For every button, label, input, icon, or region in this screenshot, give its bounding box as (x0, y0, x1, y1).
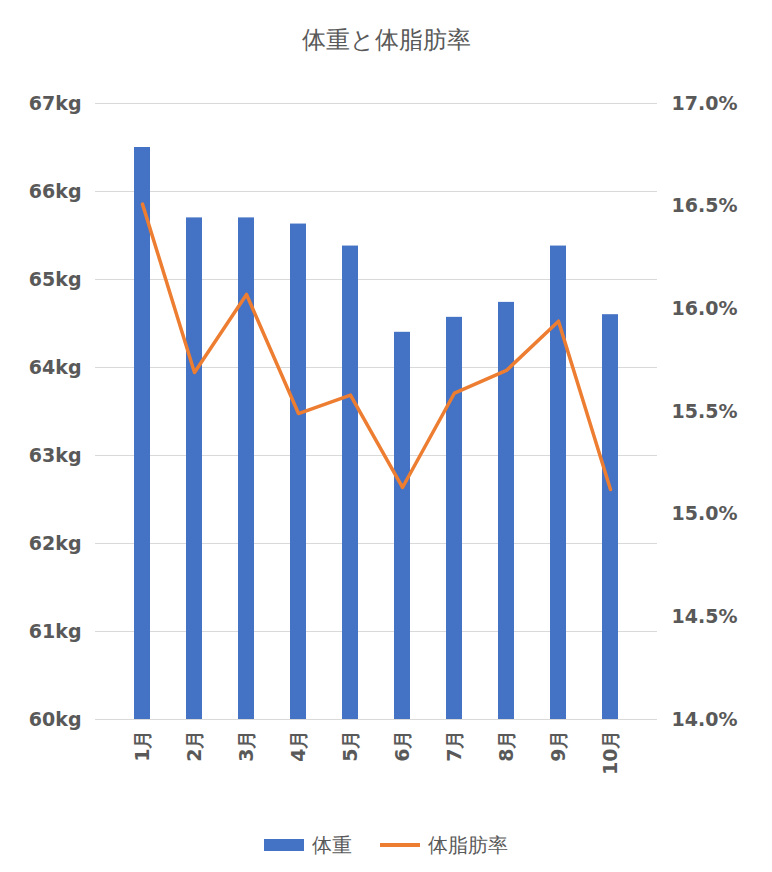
svg-text:7月: 7月 (443, 730, 465, 762)
svg-text:3月: 3月 (235, 730, 257, 762)
html-text:体脂肪率: 体脂肪率 (428, 832, 508, 857)
svg-text:65kg: 65kg (29, 268, 82, 290)
svg-text:63kg: 63kg (29, 444, 82, 466)
svg-text:64kg: 64kg (29, 356, 82, 378)
svg-text:15.0%: 15.0% (672, 502, 738, 524)
svg-text:67kg: 67kg (29, 92, 82, 114)
svg-text:16.0%: 16.0% (672, 297, 738, 319)
svg-text:4月: 4月 (287, 730, 309, 762)
svg-text:9月: 9月 (547, 730, 569, 762)
html-text:体重: 体重 (312, 832, 352, 857)
svg-text:1月: 1月 (131, 730, 153, 762)
svg-text:17.0%: 17.0% (672, 92, 738, 114)
svg-text:62kg: 62kg (29, 532, 82, 554)
html-text:体重と体脂肪率: 体重と体脂肪率 (301, 26, 471, 54)
svg-text:2月: 2月 (183, 730, 205, 762)
svg-text:15.5%: 15.5% (672, 400, 738, 422)
svg-text:66kg: 66kg (29, 180, 82, 202)
svg-text:10月: 10月 (599, 730, 621, 775)
svg-text:14.0%: 14.0% (672, 708, 738, 730)
svg-text:8月: 8月 (495, 730, 517, 762)
svg-text:5月: 5月 (339, 730, 361, 762)
svg-text:61kg: 61kg (29, 620, 82, 642)
svg-text:16.5%: 16.5% (672, 194, 738, 216)
svg-text:6月: 6月 (391, 730, 413, 762)
svg-text:60kg: 60kg (29, 708, 82, 730)
svg-text:14.5%: 14.5% (672, 605, 738, 627)
